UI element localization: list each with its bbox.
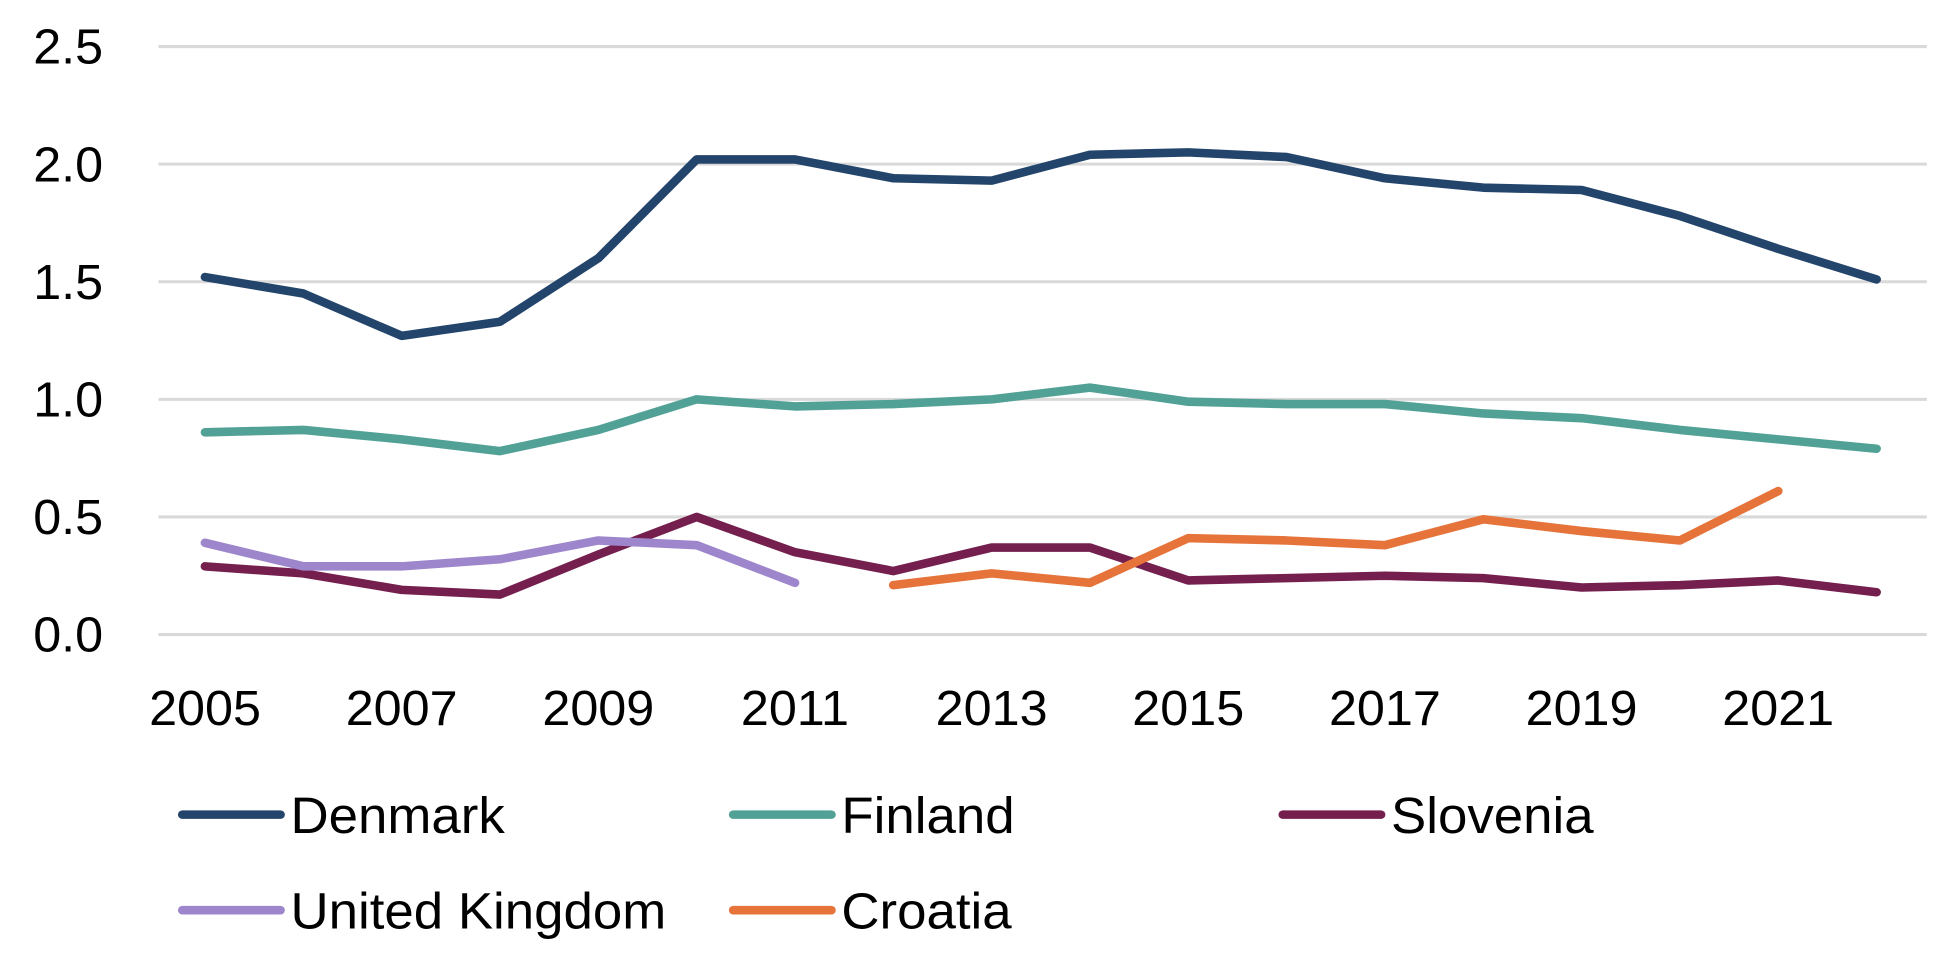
legend: Denmark Finland Slovenia United Kingdom Croa… [177,788,1594,940]
x-tick-label: 2019 [1526,681,1638,736]
legend-item-united-kingdom: United Kingdom [177,883,667,940]
series-line-finland [200,383,1881,456]
x-tick-label: 2013 [936,681,1048,736]
y-tick-label: 2.0 [33,137,103,192]
x-tick-label: 2005 [149,681,261,736]
series-lines [200,148,1881,599]
legend-item-finland: Finland [728,788,1015,845]
y-axis-tick-labels: 0.0 0.5 1.0 1.5 2.0 2.5 [33,19,103,662]
series-line-denmark [200,148,1881,341]
legend-item-croatia: Croatia [728,883,1012,940]
y-tick-label: 1.0 [33,372,103,427]
legend-item-denmark: Denmark [177,788,506,845]
x-tick-label: 2017 [1329,681,1441,736]
x-tick-label: 2011 [741,681,849,736]
legend-label: Denmark [291,788,506,845]
x-axis-tick-labels: 2005 2007 2009 2011 2013 2015 2017 2019 2021 [149,681,1834,736]
series-line-croatia [888,486,1783,590]
legend-item-slovenia: Slovenia [1278,788,1594,845]
y-tick-label: 0.0 [33,607,103,662]
y-tick-label: 1.5 [33,254,103,309]
legend-label: Slovenia [1391,788,1594,845]
y-tick-label: 0.5 [33,490,103,545]
x-tick-label: 2009 [542,681,654,736]
x-tick-label: 2015 [1132,681,1244,736]
legend-label: United Kingdom [291,883,667,940]
legend-label: Finland [841,788,1014,845]
x-tick-label: 2007 [346,681,458,736]
y-tick-label: 2.5 [33,19,103,74]
series-line-slovenia [200,512,1881,599]
series-line-united-kingdom [200,536,800,588]
x-tick-label: 2021 [1722,681,1834,736]
legend-label: Croatia [841,883,1011,940]
